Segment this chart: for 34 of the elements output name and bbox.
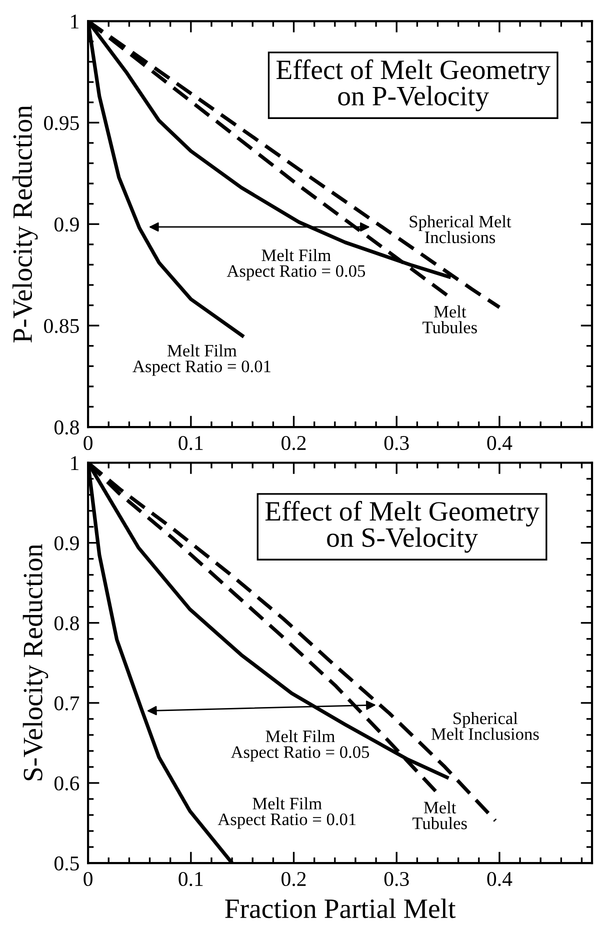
y-tick-label: 0.5	[54, 856, 79, 871]
series-label: Melt Film Aspect Ratio = 0.01	[218, 797, 356, 829]
series-label: Melt Tubules	[412, 801, 467, 830]
y-tick-label: 0.95	[44, 116, 79, 130]
y-tick-label: 0.8	[54, 420, 79, 435]
series-label: Melt Film Aspect Ratio = 0.05	[226, 248, 366, 280]
x-tick-label: 0.1	[178, 872, 203, 886]
y-tick-label: 1	[71, 456, 78, 470]
y-tick-label: 0.6	[54, 776, 80, 790]
x-tick-label: 0.1	[178, 436, 203, 450]
text: Effect of Melt Geometry on P-Velocity	[276, 59, 550, 112]
x-tick-label: 0	[84, 436, 92, 450]
y-axis-title: S-Velocity Reduction	[22, 544, 48, 780]
x-axis-title: Fraction Partial Melt	[225, 898, 456, 918]
x-tick-label: 0.3	[384, 436, 409, 450]
x-tick-label: 0.2	[282, 436, 306, 450]
x-tick-label: 0.2	[282, 872, 306, 886]
x-tick-label: 0	[84, 872, 92, 886]
x-tick-label: 0.4	[487, 872, 512, 886]
y-axis-title: P-Velocity Reduction	[12, 105, 38, 342]
series-label: Melt Film Aspect Ratio = 0.05	[230, 730, 370, 762]
y-tick-label: 1	[71, 14, 78, 28]
text: Effect of Melt Geometry on S-Velocity	[265, 500, 540, 553]
legend-label: Spherical Melt Inclusions	[410, 215, 512, 244]
x-tick-label: 0.4	[487, 436, 512, 450]
y-tick-label: 0.7	[54, 696, 80, 710]
y-tick-label: 0.9	[54, 536, 79, 550]
x-tick-label: 0.3	[384, 872, 409, 886]
y-tick-label: 0.85	[44, 318, 79, 334]
series-label: Melt Film Aspect Ratio = 0.01	[132, 344, 270, 376]
y-tick-label: 0.8	[54, 616, 79, 630]
y-tick-label: 0.9	[54, 217, 79, 232]
series-label: Spherical Melt Inclusions	[431, 712, 539, 740]
series-label: Melt Tubules	[422, 305, 477, 334]
